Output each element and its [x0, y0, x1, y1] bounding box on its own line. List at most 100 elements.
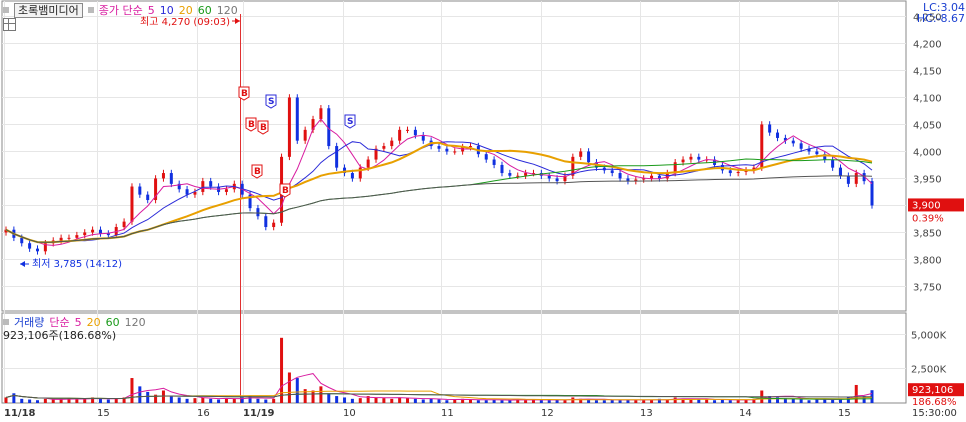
- volume-bar: [752, 398, 756, 403]
- volume-bar: [193, 398, 197, 403]
- ma-period-120[interactable]: 120: [216, 3, 238, 17]
- candle-body: [563, 175, 567, 182]
- volume-bar: [51, 399, 55, 403]
- volume-bar: [744, 399, 748, 403]
- candle-body: [531, 173, 535, 175]
- candle-body: [697, 156, 701, 160]
- candle-body: [445, 148, 449, 152]
- candle-body: [59, 237, 63, 241]
- volume-bar: [4, 397, 8, 403]
- volume-bar: [106, 399, 110, 403]
- volume-bar: [406, 398, 410, 403]
- candle-body: [177, 183, 181, 190]
- volume-bar: [98, 398, 102, 403]
- volume-bar: [12, 393, 16, 403]
- candle-body: [201, 181, 205, 192]
- price-tick-label: 4,250: [913, 13, 942, 24]
- volume-bar: [555, 399, 559, 403]
- time-label: 15:30:00: [912, 408, 957, 419]
- volume-bar: [492, 399, 496, 403]
- candle-body: [390, 140, 394, 147]
- candle-body: [453, 151, 457, 153]
- panel-square-icon: [87, 7, 94, 13]
- ma-period-10[interactable]: 10: [159, 3, 174, 17]
- vma-period-120[interactable]: 120: [124, 315, 146, 329]
- vma-period-20[interactable]: 20: [86, 315, 101, 329]
- volume-bar: [657, 398, 661, 403]
- candle-body: [75, 235, 79, 238]
- candle-body: [209, 181, 213, 187]
- volume-bar: [358, 398, 362, 403]
- candle-body: [91, 229, 95, 233]
- trade-marker-icon: [238, 86, 250, 101]
- candle-body: [303, 129, 307, 141]
- hc-label: HC:-8.67: [916, 12, 965, 25]
- price-tick-label: 4,200: [913, 40, 942, 51]
- volume-bar: [799, 399, 803, 403]
- volume-bar: [201, 397, 205, 403]
- volume-bar: [83, 398, 87, 403]
- candle-body: [768, 124, 772, 133]
- buy-marker-label: B: [282, 186, 289, 196]
- candle-body: [98, 229, 102, 234]
- vma-period-5[interactable]: 5: [74, 315, 82, 329]
- candle-body: [114, 227, 118, 236]
- volume-indicator-label[interactable]: 단순: [49, 316, 70, 329]
- volume-panel-title: 거래량 단순 5 20 60 120: [3, 314, 146, 330]
- volume-bar: [91, 397, 95, 403]
- volume-bar: [665, 399, 669, 403]
- volume-bar: [728, 400, 732, 403]
- volume-bar: [571, 397, 575, 403]
- ma-period-60[interactable]: 60: [197, 3, 212, 17]
- candle-body: [862, 173, 866, 182]
- price-tick-label: 4,150: [913, 67, 942, 78]
- volume-bar: [138, 386, 142, 403]
- volume-bar: [319, 386, 323, 403]
- candle-body: [705, 159, 709, 161]
- volume-bar: [516, 399, 520, 403]
- volume-bar: [232, 398, 236, 403]
- volume-bar: [634, 400, 638, 403]
- trade-marker-icon: [279, 183, 291, 198]
- candle-body: [335, 146, 339, 168]
- volume-bar: [335, 396, 339, 403]
- volume-ma-line-120: [5, 393, 872, 400]
- stock-name[interactable]: 초록뱀미디어: [14, 2, 83, 18]
- candle-body: [587, 151, 591, 163]
- candle-body: [650, 175, 654, 179]
- volume-bar: [343, 397, 347, 403]
- buy-marker-label: B: [241, 89, 248, 99]
- candle-body: [626, 178, 630, 182]
- volume-bar: [807, 400, 811, 403]
- candle-body: [287, 97, 291, 157]
- volume-bar: [531, 399, 535, 403]
- candle-body: [579, 151, 583, 157]
- current-price-value: 3,900: [912, 200, 941, 211]
- price-panel-title: 초록뱀미디어 종가 단순 5 10 20 60 120: [3, 2, 238, 18]
- candle-body: [752, 167, 756, 171]
- volume-bar: [280, 337, 284, 403]
- candle-body: [382, 146, 386, 149]
- candle-body: [406, 129, 410, 131]
- candle-body: [642, 178, 646, 180]
- candle-body: [83, 232, 87, 236]
- candle-body: [295, 97, 299, 141]
- trade-marker-icon: [257, 120, 269, 135]
- ma-period-5[interactable]: 5: [147, 3, 155, 17]
- x-tick-label: 13: [640, 408, 653, 419]
- volume-bar: [720, 399, 724, 403]
- x-tick-label: 14: [739, 408, 752, 419]
- vma-period-60[interactable]: 60: [105, 315, 120, 329]
- volume-bar: [539, 400, 543, 403]
- x-tick-label: 15: [838, 408, 851, 419]
- candle-body: [783, 137, 787, 141]
- candle-body: [20, 237, 24, 244]
- price-tick-label: 3,950: [913, 175, 942, 186]
- indicator-label[interactable]: 종가 단순: [98, 4, 143, 17]
- volume-title[interactable]: 거래량: [14, 316, 45, 329]
- candle-body: [256, 208, 260, 217]
- ma-period-20[interactable]: 20: [178, 3, 193, 17]
- candle-body: [760, 124, 764, 168]
- grid-toggle-icon[interactable]: [3, 18, 16, 31]
